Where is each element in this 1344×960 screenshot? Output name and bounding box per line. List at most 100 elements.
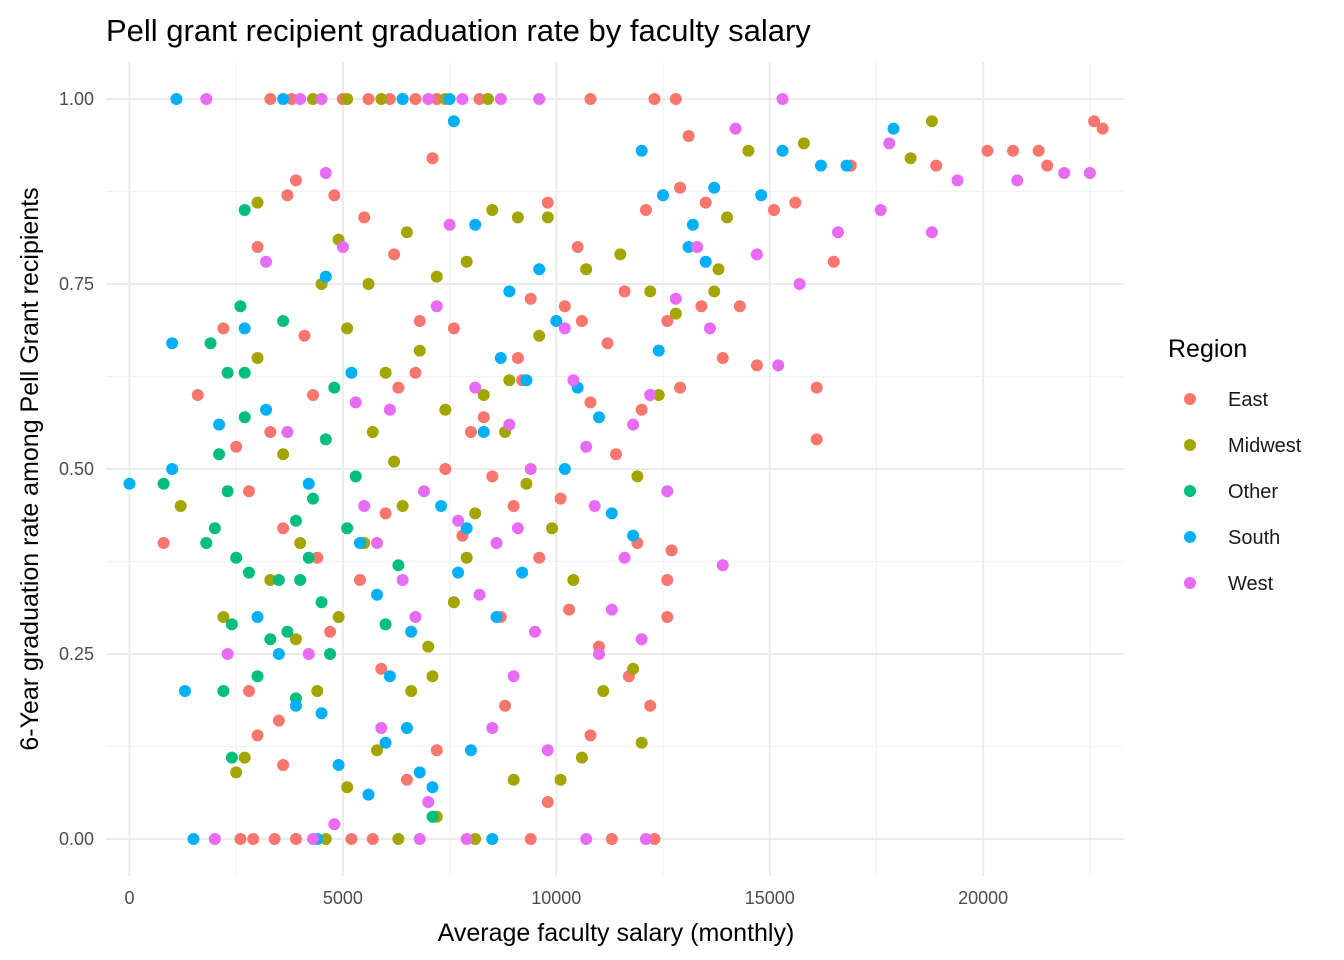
data-point-west <box>469 381 482 394</box>
data-point-south <box>238 322 251 335</box>
data-point-east <box>486 470 499 483</box>
data-point-east <box>699 196 712 209</box>
data-point-south <box>558 463 571 475</box>
data-point-west <box>528 625 541 638</box>
data-point-east <box>661 315 674 327</box>
legend-key-west <box>1184 577 1196 589</box>
data-point-midwest <box>230 766 243 779</box>
data-point-other <box>341 522 354 535</box>
data-point-east <box>499 699 512 712</box>
data-point-south <box>469 218 482 231</box>
data-point-east <box>477 411 490 424</box>
data-point-east <box>674 181 687 194</box>
data-point-south <box>657 189 670 202</box>
data-point-east <box>682 130 695 142</box>
data-point-west <box>524 463 537 475</box>
data-point-south <box>405 625 418 638</box>
data-point-east <box>264 426 277 438</box>
data-point-west <box>750 248 763 261</box>
data-point-east <box>524 292 537 305</box>
data-point-east <box>413 315 426 327</box>
data-point-midwest <box>289 633 302 646</box>
data-point-south <box>682 241 695 253</box>
data-point-east <box>447 322 460 335</box>
data-point-south <box>443 93 456 105</box>
data-point-midwest <box>708 285 721 298</box>
data-point-south <box>170 93 183 105</box>
data-point-midwest <box>541 211 554 224</box>
data-point-west <box>635 633 648 646</box>
data-point-west <box>486 722 499 734</box>
x-tick-label: 0 <box>124 888 134 908</box>
data-point-east <box>648 93 661 105</box>
legend-key-other <box>1184 485 1196 497</box>
data-point-south <box>708 181 721 194</box>
data-point-east <box>324 625 337 638</box>
y-tick-label: 1.00 <box>59 89 94 109</box>
data-point-midwest <box>362 278 375 290</box>
data-point-west <box>567 374 580 387</box>
data-point-west <box>490 537 503 549</box>
data-point-midwest <box>631 470 644 483</box>
data-point-south <box>460 522 473 535</box>
data-point-east <box>716 352 729 364</box>
data-point-midwest <box>379 366 392 379</box>
data-point-midwest <box>507 773 520 786</box>
data-point-west <box>281 426 294 438</box>
data-point-east <box>533 551 546 564</box>
data-point-east <box>695 300 708 313</box>
data-point-east <box>1096 122 1109 135</box>
data-point-south <box>400 722 413 734</box>
data-point-east <box>1007 144 1020 157</box>
data-point-east <box>277 759 290 771</box>
data-point-east <box>272 714 285 727</box>
data-point-west <box>639 833 652 845</box>
data-point-midwest <box>712 263 725 276</box>
data-point-other <box>225 751 238 764</box>
data-point-other <box>204 337 217 350</box>
data-point-east <box>358 211 371 224</box>
data-point-west <box>430 300 443 313</box>
data-point-west <box>592 648 605 660</box>
data-point-midwest <box>597 685 610 697</box>
data-point-other <box>238 366 251 379</box>
data-point-midwest <box>174 500 187 512</box>
data-point-other <box>392 559 405 572</box>
y-tick-label: 0.00 <box>59 829 94 849</box>
x-tick-label: 10000 <box>531 888 581 908</box>
data-point-midwest <box>460 551 473 564</box>
data-point-midwest <box>447 596 460 609</box>
data-point-west <box>644 389 657 401</box>
data-point-midwest <box>341 322 354 335</box>
data-point-other <box>294 574 307 586</box>
data-point-south <box>477 426 490 438</box>
data-point-other <box>221 366 234 379</box>
data-point-midwest <box>251 196 264 209</box>
data-point-west <box>580 440 593 453</box>
data-point-east <box>665 544 678 557</box>
data-point-east <box>558 300 571 313</box>
legend-title: Region <box>1168 335 1247 363</box>
data-point-west <box>336 241 349 253</box>
data-point-east <box>277 522 290 535</box>
data-point-south <box>371 588 384 601</box>
legend-label: Other <box>1228 481 1278 503</box>
data-point-other <box>315 596 328 609</box>
data-point-midwest <box>742 144 755 157</box>
data-point-midwest <box>567 574 580 586</box>
data-point-midwest <box>405 685 418 697</box>
data-point-midwest <box>341 93 354 105</box>
data-point-east <box>601 337 614 350</box>
data-point-east <box>930 159 943 172</box>
data-point-midwest <box>580 263 593 276</box>
data-point-south <box>345 366 358 379</box>
data-point-west <box>729 122 742 135</box>
data-point-midwest <box>371 744 384 757</box>
data-point-midwest <box>520 477 533 490</box>
data-point-east <box>362 93 375 105</box>
legend-label: West <box>1228 573 1274 595</box>
data-point-south <box>516 566 529 579</box>
data-point-other <box>426 810 439 823</box>
data-point-east <box>810 381 823 394</box>
data-point-midwest <box>546 522 559 535</box>
